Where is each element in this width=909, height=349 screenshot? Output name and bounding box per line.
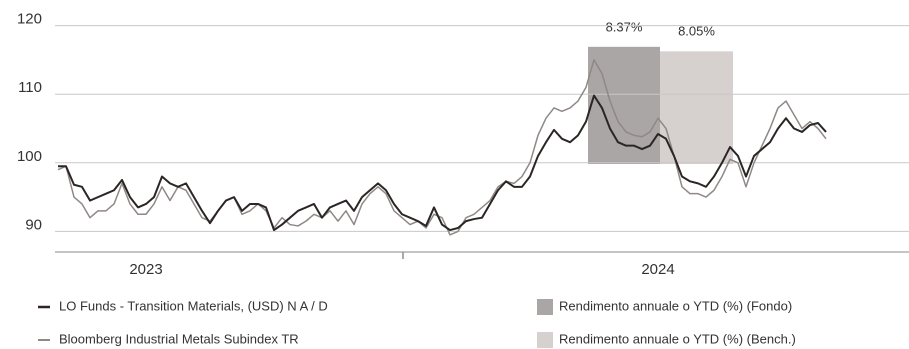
ytd-bar [660, 51, 733, 164]
legend-label: Rendimento annuale o YTD (%) (Bench.) [559, 331, 796, 346]
legend-label: Bloomberg Industrial Metals Subindex TR [59, 331, 299, 346]
x-tick-label: 2023 [129, 261, 162, 278]
series-line [58, 94, 827, 232]
legend-swatch [537, 299, 553, 315]
bar-label: 8.05% [678, 24, 715, 39]
x-tick-label: 2024 [641, 261, 674, 278]
series-line [57, 59, 827, 236]
legend-label: LO Funds - Transition Materials, (USD) N… [59, 298, 328, 313]
y-tick-label: 90 [25, 216, 42, 233]
y-tick-label: 100 [17, 148, 42, 165]
legend-swatch [537, 332, 553, 348]
legend-label: Rendimento annuale o YTD (%) (Fondo) [559, 298, 792, 313]
y-tick-label: 110 [18, 79, 42, 96]
bar-label: 8.37% [606, 19, 643, 34]
y-tick-label: 120 [17, 11, 42, 28]
